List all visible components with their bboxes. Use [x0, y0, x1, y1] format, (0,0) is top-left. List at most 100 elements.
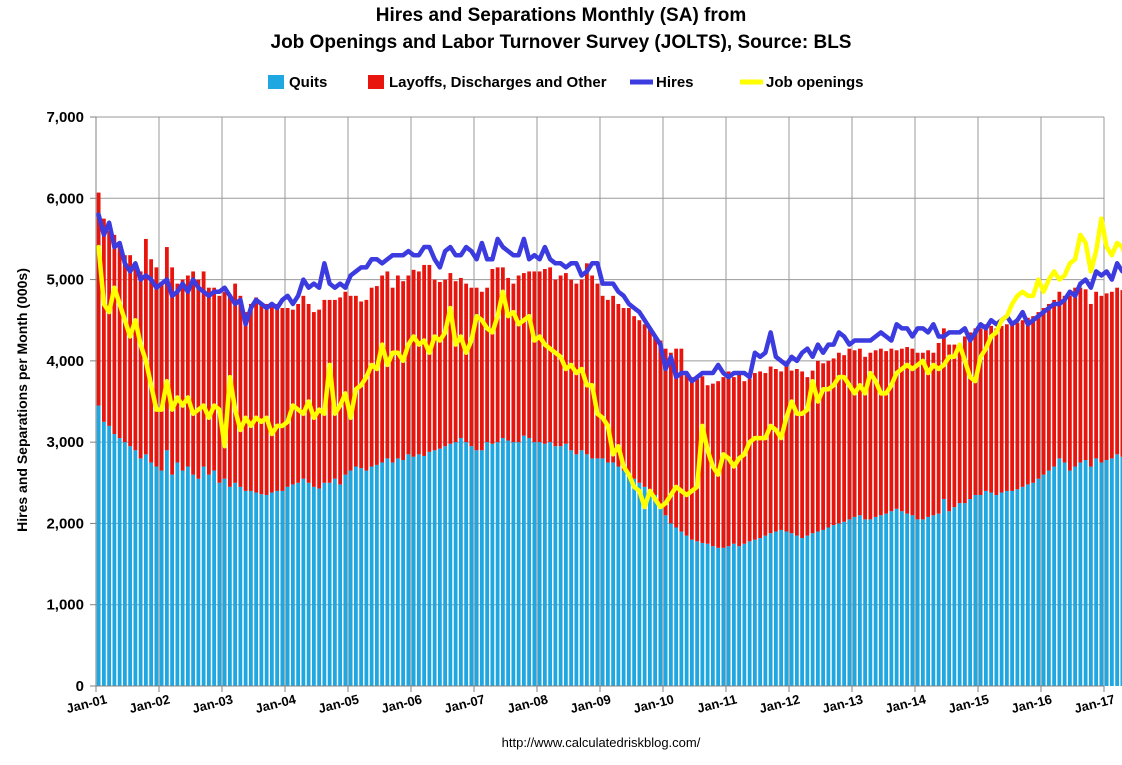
- bar-quits-54: [380, 462, 385, 686]
- bar-layoffs-132: [789, 370, 794, 534]
- bar-layoffs-83: [532, 271, 537, 443]
- bar-layoffs-160: [936, 342, 941, 514]
- bar-quits-61: [416, 454, 421, 686]
- bar-layoffs-37: [290, 309, 295, 485]
- bar-layoffs-4: [117, 242, 122, 439]
- bar-layoffs-138: [821, 363, 826, 530]
- bar-layoffs-92: [579, 279, 584, 451]
- bar-layoffs-115: [700, 376, 705, 543]
- bar-layoffs-23: [217, 295, 222, 483]
- bar-quits-26: [233, 482, 238, 686]
- bar-layoffs-157: [920, 352, 925, 520]
- bar-quits-40: [306, 482, 311, 686]
- bar-layoffs-135: [805, 377, 810, 536]
- bar-layoffs-21: [206, 287, 211, 475]
- bar-quits-186: [1073, 466, 1078, 686]
- bar-quits-29: [248, 490, 253, 686]
- bar-quits-154: [905, 513, 910, 686]
- bar-layoffs-85: [542, 269, 547, 444]
- bar-quits-112: [684, 535, 689, 686]
- bar-quits-92: [579, 450, 584, 686]
- bar-layoffs-161: [941, 328, 946, 500]
- bar-quits-130: [779, 529, 784, 686]
- bar-quits-167: [973, 494, 978, 686]
- bar-quits-52: [369, 466, 374, 686]
- bar-quits-80: [516, 442, 521, 686]
- bar-quits-65: [437, 448, 442, 686]
- bar-quits-19: [196, 478, 201, 686]
- bar-quits-187: [1078, 462, 1083, 686]
- bar-layoffs-107: [658, 340, 663, 508]
- bar-quits-131: [784, 531, 789, 686]
- bar-quits-189: [1088, 466, 1093, 686]
- x-tick-label-14: Jan-15: [947, 691, 991, 716]
- bar-layoffs-17: [185, 275, 190, 467]
- bar-quits-68: [453, 442, 458, 686]
- bar-layoffs-128: [768, 366, 773, 534]
- y-tick-label-5: 5,000: [46, 272, 84, 289]
- bar-quits-174: [1010, 490, 1015, 686]
- y-tick-label-4: 4,000: [46, 353, 84, 370]
- bar-quits-66: [443, 446, 448, 686]
- bar-layoffs-97: [605, 299, 610, 463]
- bar-quits-46: [338, 484, 343, 686]
- bar-layoffs-181: [1046, 303, 1051, 471]
- bar-quits-86: [548, 442, 553, 686]
- bar-quits-152: [894, 508, 899, 686]
- x-tick-label-16: Jan-17: [1073, 691, 1117, 716]
- bar-layoffs-45: [332, 299, 337, 479]
- bar-layoffs-73: [479, 291, 484, 451]
- bar-layoffs-10: [149, 259, 154, 463]
- bar-quits-28: [243, 490, 248, 686]
- bar-quits-168: [978, 494, 983, 686]
- bar-layoffs-35: [280, 308, 285, 491]
- bar-layoffs-104: [642, 324, 647, 487]
- x-tick-label-10: Jan-11: [695, 691, 738, 715]
- bar-quits-23: [217, 482, 222, 686]
- bar-layoffs-48: [348, 295, 353, 471]
- bar-layoffs-179: [1036, 312, 1041, 479]
- bar-quits-177: [1025, 484, 1030, 686]
- bar-layoffs-125: [752, 373, 757, 540]
- bar-layoffs-77: [500, 267, 505, 439]
- bar-quits-99: [616, 466, 621, 686]
- bar-quits-7: [133, 450, 138, 686]
- bar-layoffs-18: [191, 271, 196, 475]
- bar-layoffs-130: [779, 371, 784, 530]
- bar-quits-133: [794, 535, 799, 686]
- x-tick-label-12: Jan-13: [821, 691, 865, 716]
- bar-quits-145: [857, 515, 862, 686]
- bar-quits-151: [889, 511, 894, 686]
- bar-layoffs-38: [296, 303, 301, 483]
- bar-quits-16: [180, 470, 185, 686]
- line-job-openings: [96, 216, 1122, 510]
- bar-layoffs-108: [663, 348, 668, 516]
- bar-layoffs-39: [301, 295, 306, 479]
- bar-layoffs-146: [863, 356, 868, 520]
- bar-layoffs-188: [1083, 289, 1088, 461]
- bar-quits-181: [1046, 470, 1051, 686]
- bar-quits-47: [343, 474, 348, 686]
- bar-quits-193: [1109, 458, 1114, 686]
- bar-quits-129: [773, 531, 778, 686]
- bar-quits-4: [117, 438, 122, 686]
- bar-layoffs-195: [1120, 290, 1122, 457]
- bar-quits-164: [957, 503, 962, 686]
- bar-quits-75: [490, 443, 495, 686]
- bar-quits-25: [227, 486, 232, 686]
- x-tick-labels: Jan-01 Jan-02 Jan-03 Jan-04 Jan-05 Jan-06 Jan-…: [65, 691, 1117, 716]
- bar-quits-108: [663, 515, 668, 686]
- bar-quits-48: [348, 470, 353, 686]
- bar-quits-171: [994, 494, 999, 686]
- bar-quits-158: [926, 516, 931, 686]
- bar-layoffs-71: [469, 287, 474, 447]
- bar-layoffs-131: [784, 364, 789, 532]
- bar-layoffs-149: [878, 348, 883, 516]
- legend-label-quits: Quits: [289, 74, 327, 91]
- bar-layoffs-16: [180, 279, 185, 471]
- x-tick-label-13: Jan-14: [884, 691, 928, 716]
- bar-layoffs-72: [474, 287, 479, 451]
- bar-quits-165: [962, 503, 967, 686]
- bar-layoffs-58: [401, 281, 406, 461]
